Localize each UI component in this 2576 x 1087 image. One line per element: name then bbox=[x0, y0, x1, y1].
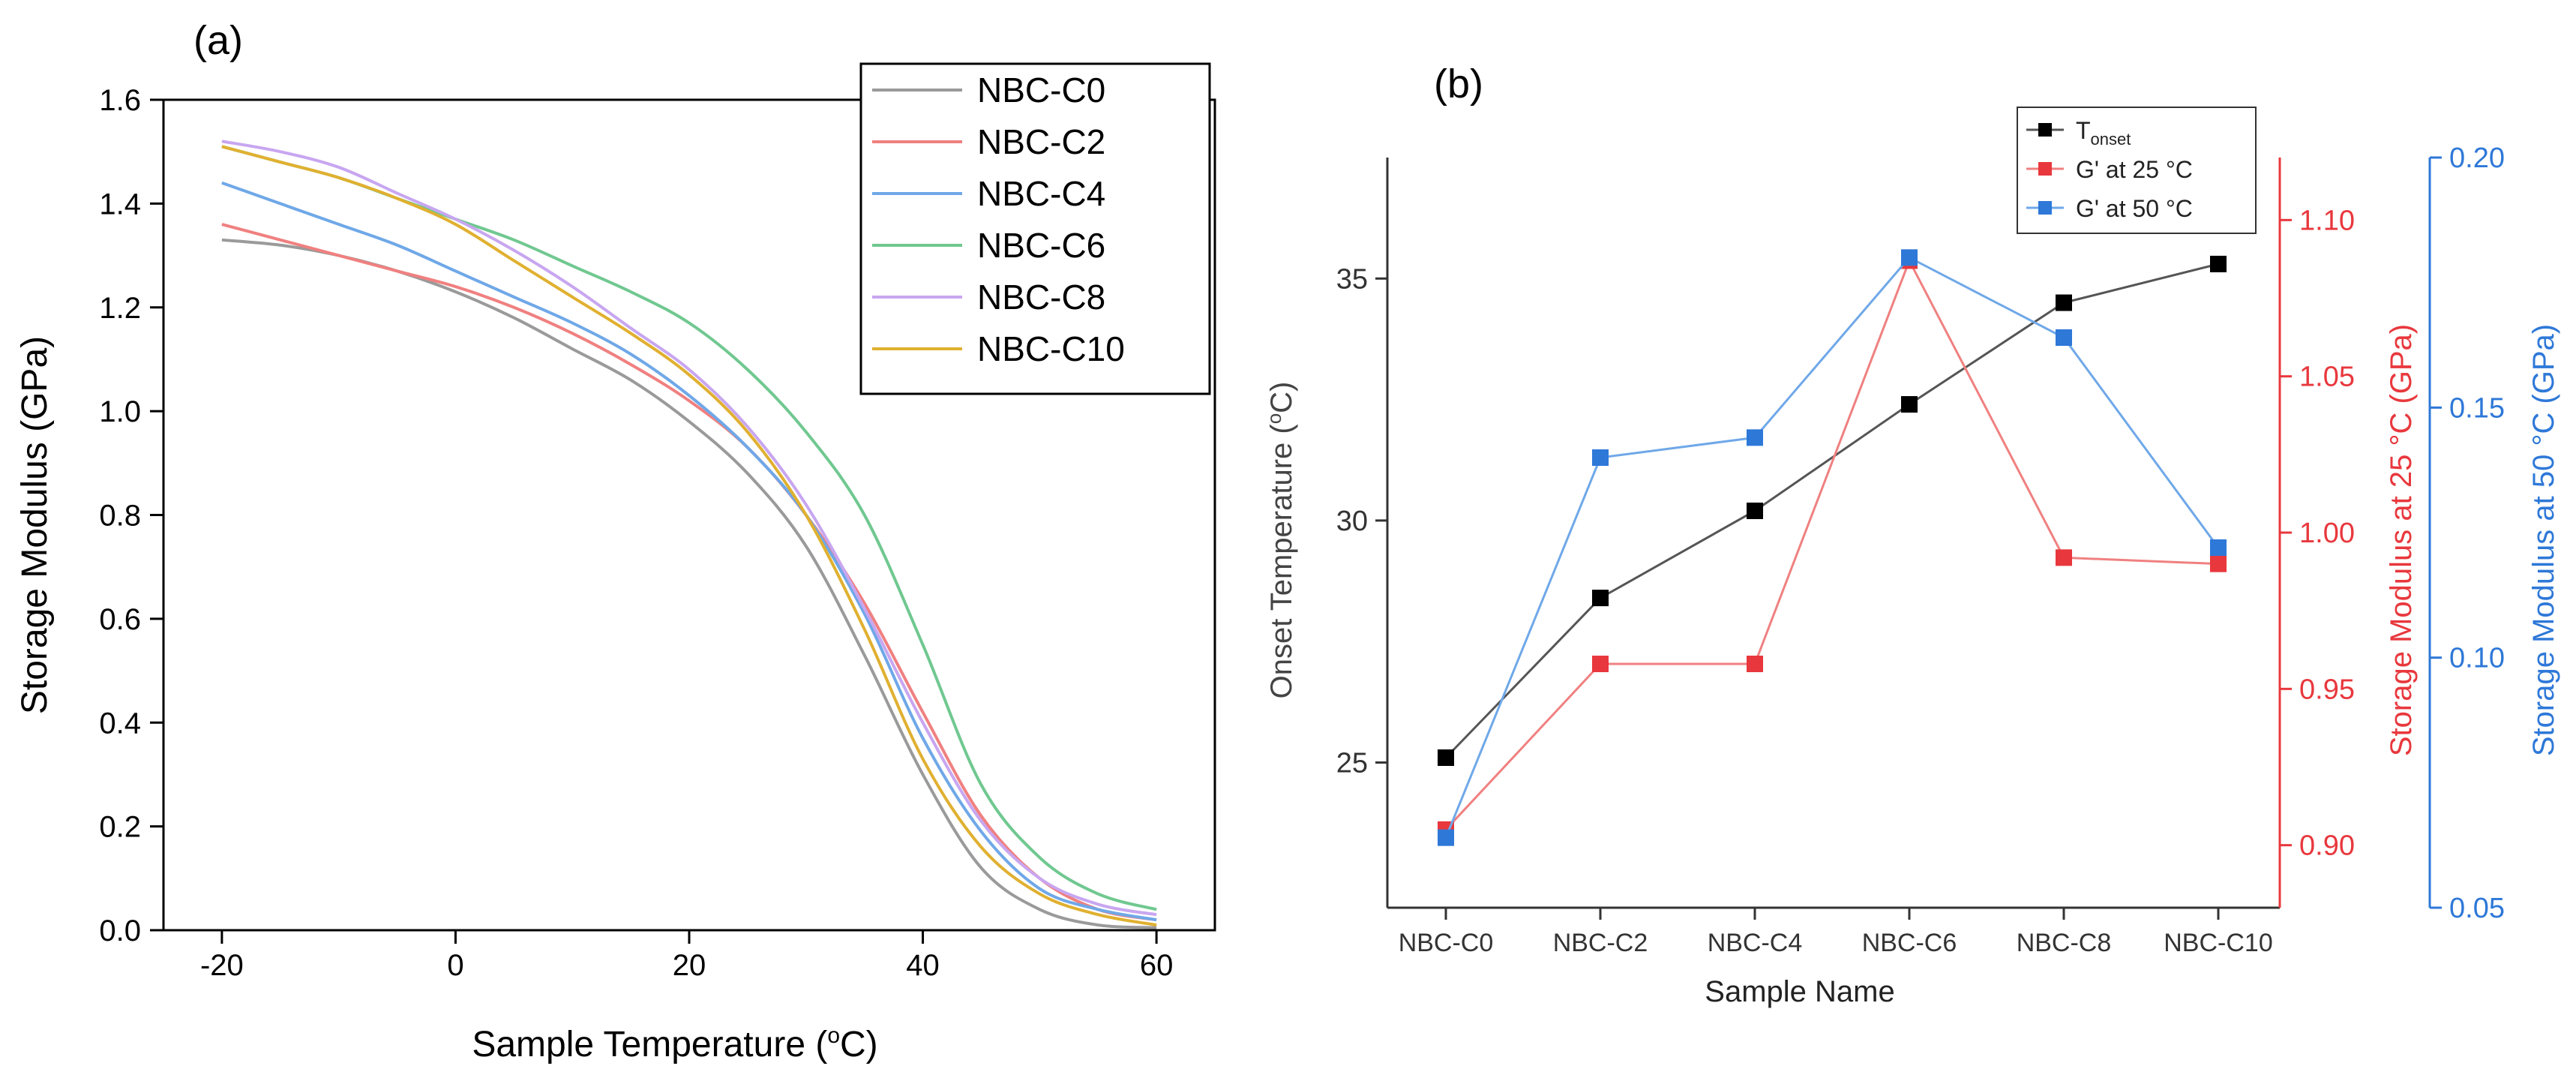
series-line-nbc-c8 bbox=[221, 140, 1157, 917]
series-marker-0 bbox=[1438, 749, 1454, 766]
right2-tick-label: 0.10 bbox=[2449, 643, 2505, 674]
series-line-1 bbox=[1444, 257, 2219, 830]
panel-a-legend: NBC-C0 NBC-C2 NBC-C4 NBC-C6 NBC-C8 NBC-C10 bbox=[859, 62, 1211, 395]
legend-box bbox=[859, 62, 1211, 395]
legend-swatch-marker bbox=[2038, 123, 2052, 137]
legend-label: G' at 50 °C bbox=[2076, 195, 2193, 222]
legend-label: NBC-C10 bbox=[977, 329, 1125, 368]
series-line-0 bbox=[1444, 263, 2219, 759]
left-tick-label: 25 bbox=[1336, 747, 1368, 779]
x-tick-label: NBC-C0 bbox=[1399, 929, 1494, 957]
legend-label: G' at 25 °C bbox=[2076, 156, 2193, 183]
right1-tick-label: 1.10 bbox=[2299, 205, 2355, 236]
y-tick-label: 0.6 bbox=[99, 603, 141, 636]
right1-tick-label: 1.05 bbox=[2299, 362, 2355, 393]
panel-a-ticks: -20 0 20 40 60 0.0 0.2 0.4 0.6 0.8 1.0 1.2 1.4 1.6 bbox=[99, 84, 1173, 982]
panel-a-label: (a) bbox=[193, 18, 243, 63]
x-tick-label: NBC-C4 bbox=[1708, 929, 1803, 957]
y-tick-label: 1.2 bbox=[99, 292, 141, 325]
series-marker-1 bbox=[2056, 549, 2072, 566]
y-tick-label: 0.2 bbox=[99, 811, 141, 844]
panel-b-right2-ylabel: Storage Modulus at 50 °C (GPa) bbox=[2527, 324, 2560, 756]
x-tick-label: NBC-C10 bbox=[2164, 929, 2272, 957]
x-tick-label: NBC-C6 bbox=[1862, 929, 1957, 957]
series-marker-2 bbox=[1901, 249, 1918, 266]
y-tick-label: 1.6 bbox=[99, 84, 141, 117]
panel-a-ylabel: Storage Modulus (GPa) bbox=[15, 336, 55, 714]
panel-b-xlabel: Sample Name bbox=[1705, 975, 1894, 1008]
panel-b-label: (b) bbox=[1434, 62, 1483, 107]
series-marker-0 bbox=[2056, 294, 2072, 311]
right2-tick-label: 0.05 bbox=[2449, 893, 2505, 924]
y-tick-label: 1.0 bbox=[99, 395, 141, 428]
panel-b-plot: 25 30 35 NBC-C0 NBC-C2 NBC-C4 NBC-C6 NBC-C8 NBC-… bbox=[1336, 143, 2505, 957]
right2-tick-label: 0.20 bbox=[2449, 143, 2505, 174]
y-tick-label: 0.8 bbox=[99, 500, 141, 533]
legend-label: NBC-C2 bbox=[977, 122, 1105, 161]
panel-b-legend: Tonset G' at 25 °C G' at 50 °C bbox=[2017, 107, 2257, 234]
x-tick-label: 40 bbox=[906, 949, 940, 982]
panel-a: (a) -20 0 20 40 60 0.0 0.2 0.4 0.6 0.8 1.0 1.2 1.4 1.… bbox=[15, 18, 1216, 1064]
series-marker-0 bbox=[1747, 502, 1763, 519]
legend-box bbox=[2017, 107, 2257, 234]
x-tick-label: -20 bbox=[200, 949, 244, 982]
x-tick-label: NBC-C2 bbox=[1553, 929, 1648, 957]
x-tick-label: 0 bbox=[447, 949, 463, 982]
right1-tick-label: 0.95 bbox=[2299, 674, 2355, 705]
panel-a-xlabel: Sample Temperature (oC) bbox=[472, 1023, 877, 1064]
y-tick-label: 1.4 bbox=[99, 188, 141, 221]
panel-b-left-ylabel: Onset Temperature (oC) bbox=[1263, 382, 1298, 699]
y-tick-label: 0.0 bbox=[99, 914, 141, 947]
y-tick-label: 0.4 bbox=[99, 707, 141, 740]
panel-b: (b) 25 30 35 NBC-C0 NBC-C2 NBC-C4 NBC-C6 NBC-C8… bbox=[1263, 62, 2560, 1008]
legend-label: NBC-C6 bbox=[977, 226, 1105, 265]
series-marker-0 bbox=[1592, 590, 1609, 607]
series-marker-0 bbox=[2210, 255, 2227, 272]
series-marker-0 bbox=[1901, 396, 1918, 413]
x-tick-label: 20 bbox=[673, 949, 706, 982]
legend-label: NBC-C0 bbox=[977, 71, 1105, 110]
left-tick-label: 30 bbox=[1336, 506, 1368, 537]
x-tick-label: 60 bbox=[1140, 949, 1174, 982]
right2-tick-label: 0.15 bbox=[2449, 392, 2505, 424]
series-marker-2 bbox=[1592, 449, 1609, 466]
right1-tick-label: 1.00 bbox=[2299, 518, 2355, 549]
series-line-nbc-c10 bbox=[221, 145, 1157, 927]
x-tick-label: NBC-C8 bbox=[2017, 929, 2112, 957]
legend-swatch-marker bbox=[2038, 201, 2052, 215]
left-tick-label: 35 bbox=[1336, 263, 1368, 295]
panel-b-right1-ylabel: Storage Modulus at 25 °C (GPa) bbox=[2385, 324, 2418, 756]
series-marker-2 bbox=[2210, 539, 2227, 556]
legend-label: Tonset bbox=[2076, 117, 2131, 149]
series-line-nbc-c4 bbox=[221, 181, 1157, 922]
series-marker-1 bbox=[2210, 555, 2227, 572]
right1-tick-label: 0.90 bbox=[2299, 830, 2355, 862]
series-marker-2 bbox=[2056, 329, 2072, 346]
legend-swatch-marker bbox=[2038, 162, 2052, 176]
series-marker-1 bbox=[1747, 656, 1763, 672]
series-marker-2 bbox=[1747, 429, 1763, 446]
legend-label: NBC-C4 bbox=[977, 174, 1105, 213]
series-marker-2 bbox=[1438, 829, 1454, 846]
series-line-2 bbox=[1444, 256, 2220, 839]
legend-label: NBC-C8 bbox=[977, 278, 1105, 317]
series-marker-1 bbox=[1592, 656, 1609, 672]
